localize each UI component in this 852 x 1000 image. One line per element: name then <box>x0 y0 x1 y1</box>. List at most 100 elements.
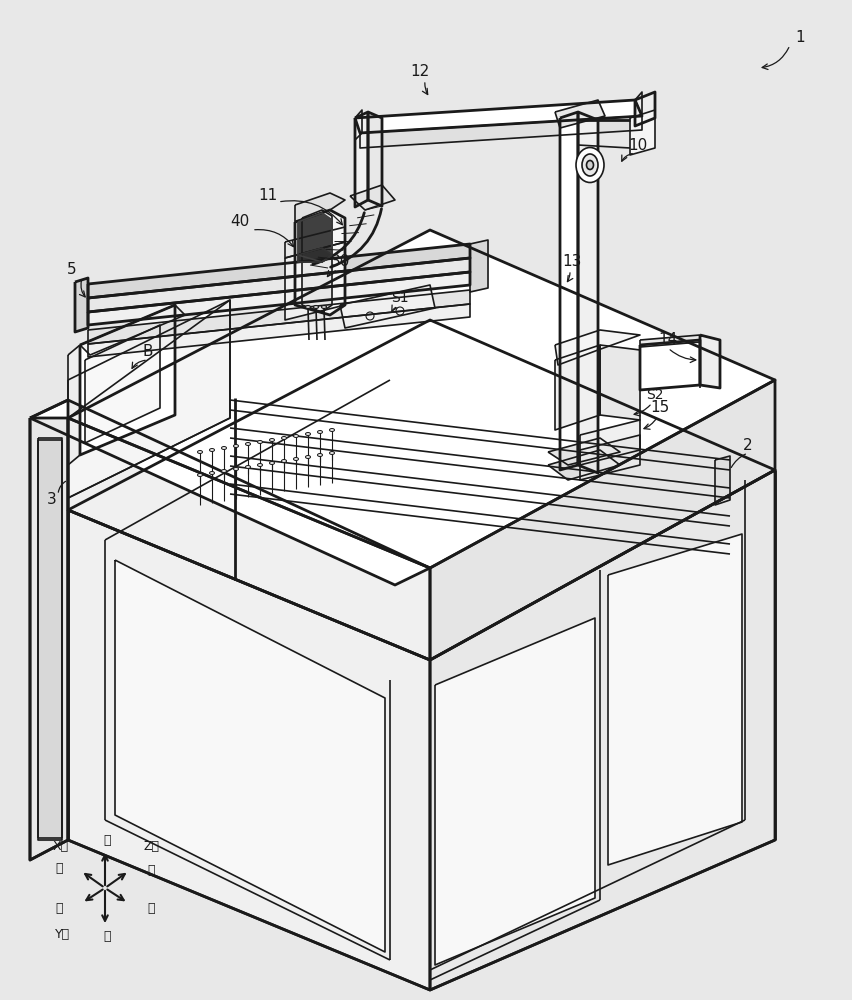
Text: 下: 下 <box>103 930 111 942</box>
Ellipse shape <box>330 428 335 432</box>
Polygon shape <box>30 418 68 860</box>
Polygon shape <box>555 100 605 128</box>
Ellipse shape <box>269 462 274 464</box>
Ellipse shape <box>245 442 250 446</box>
Text: Y轴: Y轴 <box>55 928 71 940</box>
Text: 1: 1 <box>795 30 805 45</box>
Text: Z轴: Z轴 <box>143 840 159 852</box>
Polygon shape <box>80 305 185 355</box>
Polygon shape <box>88 272 470 325</box>
Ellipse shape <box>582 154 598 176</box>
Polygon shape <box>68 300 230 498</box>
Text: 5: 5 <box>67 262 77 277</box>
Polygon shape <box>285 227 345 258</box>
Ellipse shape <box>306 456 310 458</box>
Ellipse shape <box>222 470 227 473</box>
Polygon shape <box>68 510 430 990</box>
Text: 11: 11 <box>258 188 278 202</box>
Text: 左: 左 <box>55 862 63 876</box>
Polygon shape <box>360 116 642 148</box>
Polygon shape <box>75 278 88 332</box>
Polygon shape <box>355 100 642 133</box>
Text: 右: 右 <box>147 902 155 916</box>
Polygon shape <box>350 185 395 210</box>
Ellipse shape <box>586 160 594 169</box>
Ellipse shape <box>222 446 227 450</box>
Text: 12: 12 <box>411 64 429 80</box>
Ellipse shape <box>233 468 239 471</box>
Polygon shape <box>435 618 595 965</box>
Polygon shape <box>355 112 368 207</box>
Polygon shape <box>555 330 640 365</box>
Polygon shape <box>430 470 775 990</box>
Text: X轴: X轴 <box>53 840 69 852</box>
Polygon shape <box>38 438 62 840</box>
Text: 3: 3 <box>47 492 57 508</box>
Polygon shape <box>548 438 620 465</box>
Text: 13: 13 <box>562 254 582 269</box>
Ellipse shape <box>330 452 335 454</box>
Polygon shape <box>630 110 655 155</box>
Polygon shape <box>635 92 642 116</box>
Ellipse shape <box>318 430 323 434</box>
Polygon shape <box>340 285 435 328</box>
Ellipse shape <box>293 458 298 460</box>
Polygon shape <box>295 210 345 315</box>
Polygon shape <box>600 345 640 420</box>
Polygon shape <box>88 304 470 357</box>
Ellipse shape <box>198 450 203 454</box>
Polygon shape <box>302 210 332 312</box>
Polygon shape <box>578 112 598 473</box>
Polygon shape <box>85 325 160 443</box>
Polygon shape <box>640 335 700 347</box>
Ellipse shape <box>318 454 323 456</box>
Text: 30: 30 <box>331 254 349 269</box>
Ellipse shape <box>198 474 203 477</box>
Text: 后: 后 <box>147 864 155 878</box>
Polygon shape <box>30 400 430 585</box>
Polygon shape <box>640 340 700 390</box>
Polygon shape <box>285 242 345 320</box>
Ellipse shape <box>210 472 215 475</box>
Ellipse shape <box>257 440 262 444</box>
Polygon shape <box>368 112 382 206</box>
Text: 15: 15 <box>650 400 670 416</box>
Polygon shape <box>580 420 640 465</box>
Ellipse shape <box>293 434 298 438</box>
Text: B: B <box>143 344 153 360</box>
Polygon shape <box>298 248 332 262</box>
Polygon shape <box>430 380 775 660</box>
Polygon shape <box>470 240 488 292</box>
Polygon shape <box>68 230 775 568</box>
Ellipse shape <box>210 448 215 452</box>
Ellipse shape <box>281 460 286 462</box>
Text: 2: 2 <box>743 438 753 452</box>
Polygon shape <box>88 290 470 344</box>
Ellipse shape <box>321 306 326 308</box>
Polygon shape <box>715 456 730 505</box>
Polygon shape <box>548 450 620 480</box>
Polygon shape <box>298 213 332 262</box>
Ellipse shape <box>306 306 310 308</box>
Ellipse shape <box>233 444 239 448</box>
Ellipse shape <box>314 306 319 308</box>
Polygon shape <box>355 110 362 140</box>
Polygon shape <box>88 258 470 312</box>
Polygon shape <box>555 345 600 430</box>
Polygon shape <box>295 193 345 222</box>
Text: 40: 40 <box>230 215 250 230</box>
Polygon shape <box>88 244 470 298</box>
Text: 前: 前 <box>55 902 63 916</box>
Text: 上: 上 <box>103 834 111 846</box>
Polygon shape <box>68 300 230 498</box>
Polygon shape <box>68 418 430 660</box>
Polygon shape <box>80 305 175 455</box>
Ellipse shape <box>269 438 274 442</box>
Polygon shape <box>68 320 775 660</box>
Polygon shape <box>700 335 720 388</box>
Polygon shape <box>560 112 578 470</box>
Polygon shape <box>580 435 640 480</box>
Polygon shape <box>635 92 655 126</box>
Text: S2: S2 <box>647 388 664 402</box>
Polygon shape <box>68 345 80 465</box>
